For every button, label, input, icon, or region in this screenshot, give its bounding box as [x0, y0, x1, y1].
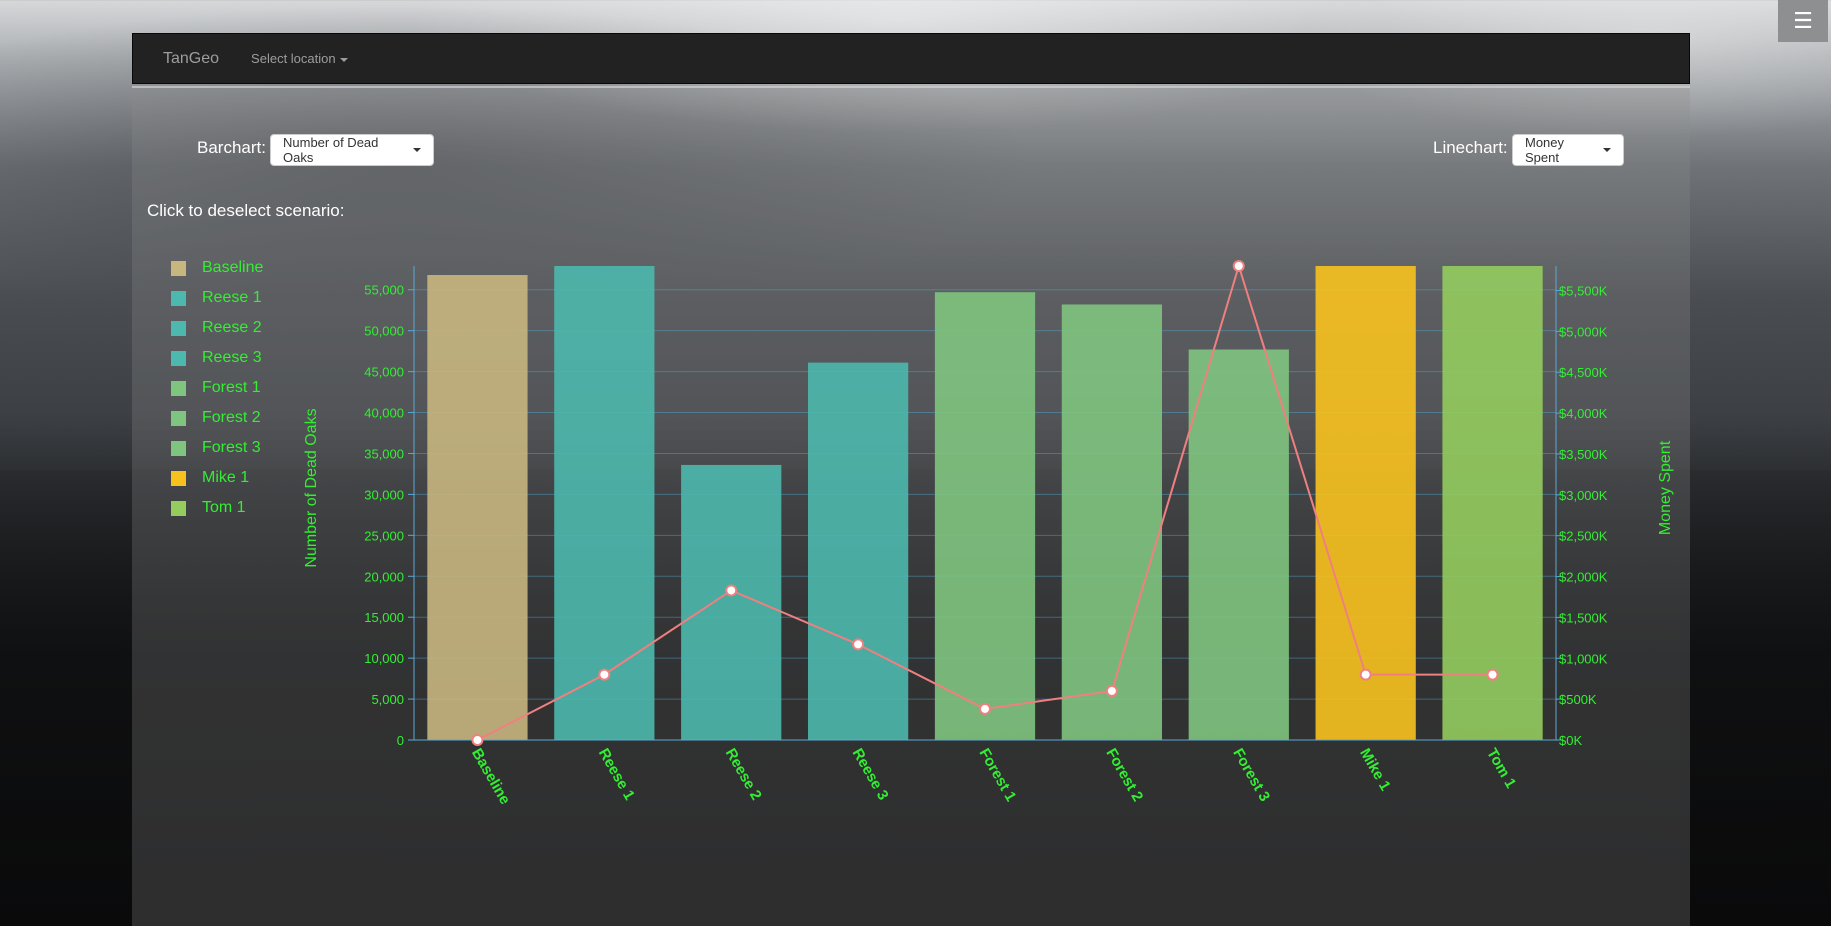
line-point[interactable] — [1105, 684, 1118, 697]
legend-label: Reese 3 — [202, 349, 262, 366]
x-tick-label: Tom 1 — [1483, 746, 1519, 792]
y2-tick-label: $5,000K — [1559, 324, 1608, 339]
legend-swatch — [171, 440, 186, 456]
select-location-label: Select location — [251, 51, 336, 66]
y-tick-label: 55,000 — [364, 283, 404, 298]
legend-swatch — [171, 320, 186, 336]
x-tick-label: Reese 3 — [849, 746, 892, 804]
linechart-dropdown-value: Money Spent — [1525, 135, 1565, 165]
caret-down-icon — [413, 148, 421, 152]
y-tick-label: 15,000 — [364, 610, 404, 625]
legend-item-baseline[interactable]: Baseline — [171, 258, 263, 278]
legend-item-tom-1[interactable]: Tom 1 — [171, 498, 246, 518]
menu-toggle-button[interactable]: ☰ — [1778, 0, 1828, 42]
x-tick-label: Reese 2 — [722, 746, 765, 804]
legend-label: Tom 1 — [202, 499, 246, 516]
x-tick-label: Baseline — [468, 746, 514, 808]
y2-tick-label: $1,000K — [1559, 651, 1608, 666]
bar-forest-3[interactable] — [1188, 349, 1289, 740]
select-location-dropdown[interactable]: Select location — [251, 51, 348, 66]
legend-swatch — [171, 350, 186, 366]
legend-swatch — [171, 500, 186, 516]
main-panel — [132, 86, 1690, 926]
barchart-label: Barchart: — [197, 138, 266, 157]
y-tick-label: 30,000 — [364, 487, 404, 502]
y2-tick-label: $2,000K — [1559, 570, 1608, 585]
legend-swatch — [171, 470, 186, 486]
caret-down-icon — [1603, 148, 1611, 152]
legend-label: Reese 1 — [202, 289, 262, 306]
barchart-dropdown[interactable]: Number of Dead Oaks — [270, 134, 434, 166]
x-tick-label: Mike 1 — [1356, 746, 1394, 794]
y-tick-label: 35,000 — [364, 446, 404, 461]
y-tick-label: 45,000 — [364, 365, 404, 380]
y-axis-title: Number of Dead Oaks — [303, 408, 320, 567]
caret-down-icon — [339, 57, 348, 62]
legend-swatch — [171, 410, 186, 426]
legend-item-reese-2[interactable]: Reese 2 — [171, 318, 262, 338]
line-point[interactable] — [979, 702, 991, 715]
legend-swatch — [171, 290, 186, 306]
legend-item-reese-1[interactable]: Reese 1 — [171, 288, 262, 308]
line-point[interactable] — [852, 638, 865, 651]
legend-label: Baseline — [202, 259, 264, 276]
line-point[interactable] — [1359, 668, 1372, 681]
line-point[interactable] — [471, 734, 484, 746]
legend-swatch — [171, 380, 186, 396]
legend-item-mike-1[interactable]: Mike 1 — [171, 468, 249, 488]
brand-link[interactable]: TanGeo — [163, 49, 220, 67]
bar-forest-1[interactable] — [934, 292, 1036, 740]
bar-tom-1[interactable] — [1442, 266, 1543, 740]
y2-tick-label: $3,000K — [1559, 488, 1608, 503]
legend-label: Forest 3 — [202, 439, 261, 456]
legend-item-forest-2[interactable]: Forest 2 — [171, 408, 261, 428]
y2-axis-title: Money Spent — [1657, 440, 1674, 535]
bar-reese-1[interactable] — [554, 266, 655, 740]
legend-label: Mike 1 — [202, 469, 250, 486]
legend-label: Forest 2 — [202, 409, 261, 426]
bar-mike-1[interactable] — [1315, 266, 1416, 740]
y2-tick-label: $5,500K — [1559, 284, 1608, 299]
y2-tick-label: $1,500K — [1559, 610, 1608, 625]
x-tick-label: Forest 2 — [1102, 746, 1146, 805]
y2-tick-label: $3,500K — [1559, 447, 1608, 462]
y2-tick-label: $500K — [1559, 692, 1597, 707]
line-point[interactable] — [598, 668, 611, 681]
bar-baseline[interactable] — [427, 275, 528, 740]
y2-tick-label: $4,000K — [1559, 406, 1608, 421]
line-point[interactable] — [725, 584, 738, 597]
y-tick-label: 50,000 — [364, 324, 404, 339]
bar-reese-3[interactable] — [807, 362, 909, 740]
y-tick-label: 40,000 — [364, 406, 404, 421]
y-tick-label: 20,000 — [364, 569, 404, 584]
linechart-label: Linechart: — [1433, 138, 1508, 157]
legend-item-forest-1[interactable]: Forest 1 — [171, 378, 261, 398]
y2-tick-label: $2,500K — [1559, 529, 1608, 544]
bar-forest-2[interactable] — [1061, 304, 1163, 740]
navbar: TanGeo Select location — [132, 33, 1690, 84]
hamburger-icon: ☰ — [1793, 8, 1813, 34]
legend-item-forest-3[interactable]: Forest 3 — [171, 438, 261, 458]
bar-reese-2[interactable] — [681, 464, 782, 740]
legend-label: Forest 1 — [202, 379, 261, 396]
legend-title: Click to deselect scenario: — [147, 201, 345, 220]
y-tick-label: 25,000 — [364, 528, 404, 543]
x-tick-label: Forest 1 — [976, 746, 1020, 805]
y2-tick-label: $0K — [1559, 733, 1582, 748]
y-tick-label: 0 — [397, 733, 404, 748]
line-point[interactable] — [1232, 260, 1245, 272]
legend-item-reese-3[interactable]: Reese 3 — [171, 348, 262, 368]
linechart-dropdown[interactable]: Money Spent — [1512, 134, 1624, 166]
legend-swatch — [171, 260, 186, 276]
x-tick-label: Forest 3 — [1229, 746, 1273, 805]
y-tick-label: 5,000 — [371, 692, 404, 707]
legend-label: Reese 2 — [202, 319, 262, 336]
barchart-dropdown-value: Number of Dead Oaks — [283, 135, 379, 165]
y-tick-label: 10,000 — [364, 651, 404, 666]
y2-tick-label: $4,500K — [1559, 365, 1608, 380]
line-point[interactable] — [1486, 668, 1499, 681]
x-tick-label: Reese 1 — [595, 746, 638, 804]
